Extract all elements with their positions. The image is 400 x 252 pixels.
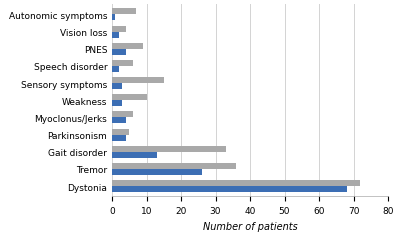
Bar xyxy=(112,33,119,38)
Bar xyxy=(112,180,360,186)
Bar xyxy=(112,67,119,73)
Bar xyxy=(112,9,136,15)
Bar xyxy=(112,163,236,169)
Bar xyxy=(112,44,143,49)
Bar xyxy=(112,49,126,55)
X-axis label: Number of patients: Number of patients xyxy=(203,221,297,231)
Bar xyxy=(112,146,226,152)
Bar xyxy=(112,112,133,118)
Bar xyxy=(112,15,116,21)
Bar xyxy=(112,78,164,84)
Bar xyxy=(112,61,133,67)
Bar xyxy=(112,152,157,158)
Bar xyxy=(112,186,346,192)
Bar xyxy=(112,129,129,135)
Bar xyxy=(112,95,146,101)
Bar xyxy=(112,84,122,90)
Bar xyxy=(112,26,126,33)
Bar xyxy=(112,118,126,124)
Bar xyxy=(112,101,122,107)
Bar xyxy=(112,169,202,175)
Bar xyxy=(112,135,126,141)
